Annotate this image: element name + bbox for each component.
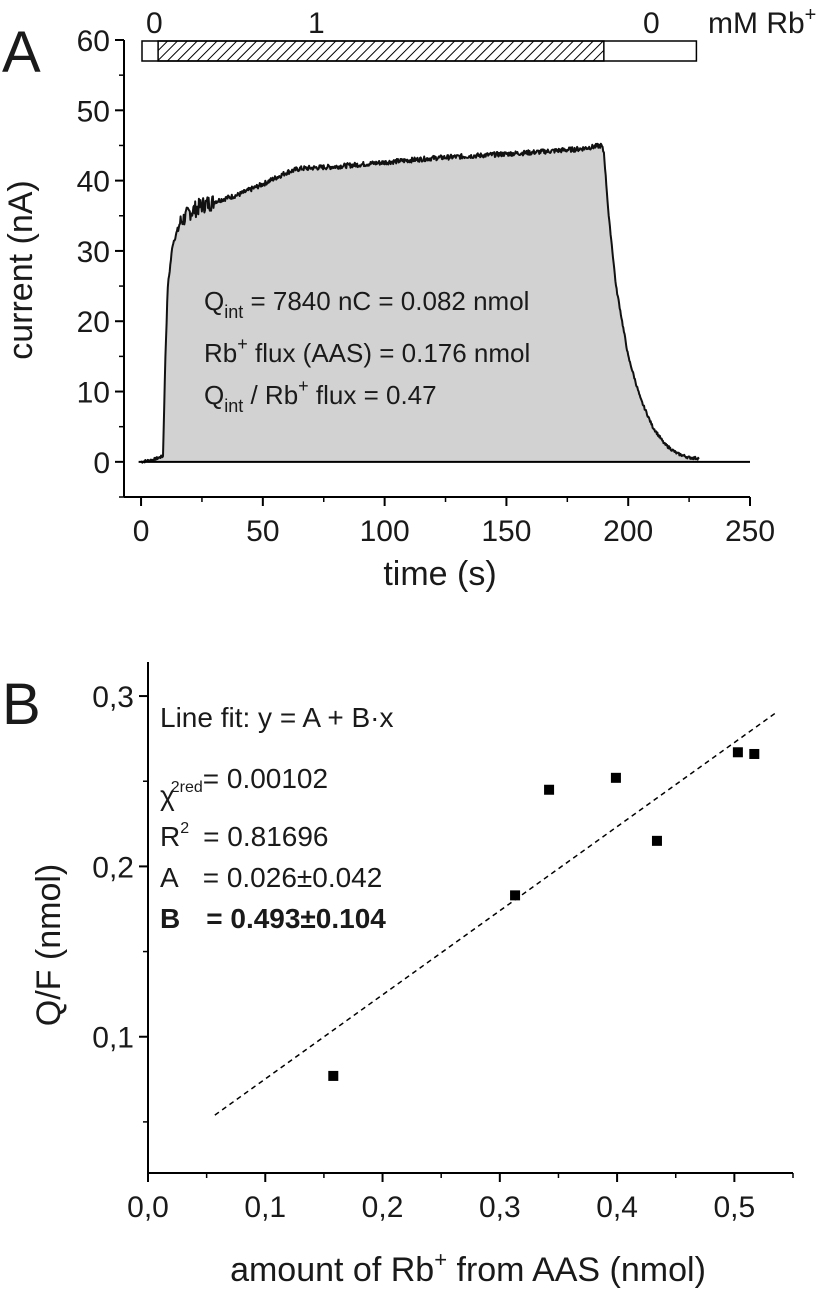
fit-a: A = 0.026±0.042 xyxy=(160,862,382,893)
panel-a-y-tick-label: 30 xyxy=(77,236,110,269)
panel-b-x-tick-label: 0,2 xyxy=(362,1191,404,1224)
panel-a-y-label: current (nA) xyxy=(2,180,40,360)
annotation-rb-flux: Rb+ flux (AAS) = 0.176 nmol xyxy=(204,334,530,368)
panel-b-y-tick-label: 0,3 xyxy=(92,681,134,714)
fit-title: Line fit: y = A + B·x xyxy=(160,702,393,733)
scatter-point xyxy=(749,748,760,759)
panel-b-x-tick-label: 0,5 xyxy=(714,1191,756,1224)
annotation-ratio: Qint / Rb+ flux = 0.47 xyxy=(204,376,437,416)
panel-b-x-tick-label: 0,0 xyxy=(127,1191,169,1224)
panel-b-x-tick-label: 0,4 xyxy=(596,1191,638,1224)
solution-label-start: 0 xyxy=(146,7,163,40)
panel-b-axes: 0,0 0,1 0,2 0,3 0,4 0,5 0,1 0,2 0,3 xyxy=(92,662,794,1224)
panel-a-x-tick-label: 200 xyxy=(603,515,653,548)
scatter-point xyxy=(510,890,521,901)
fit-line xyxy=(214,712,776,1116)
scatter-point xyxy=(610,772,621,783)
panel-b-x-tick-label: 0,1 xyxy=(244,1191,286,1224)
panel-b-x-label: amount of Rb+ from AAS (nmol) xyxy=(230,1247,706,1289)
scatter-points xyxy=(328,747,760,1081)
scatter-point xyxy=(328,1070,339,1081)
panel-a-axes: 0 50 100 150 200 250 0 10 20 30 40 50 60 xyxy=(77,25,775,548)
panel-a-y-tick-label: 10 xyxy=(77,377,110,410)
solution-label-rb: 1 xyxy=(308,7,325,40)
panel-a-x-tick-label: 250 xyxy=(725,515,775,548)
solution-unit-label: mM Rb+ xyxy=(708,4,816,40)
scatter-point xyxy=(732,747,743,758)
panel-letter-a: A xyxy=(2,20,41,85)
scatter-point xyxy=(651,835,662,846)
panel-a-y-tick-label: 50 xyxy=(77,95,110,128)
solution-label-end: 0 xyxy=(643,7,660,40)
panel-b-y-tick-label: 0,2 xyxy=(92,851,134,884)
panel-letter-b: B xyxy=(2,672,41,737)
fit-chi2: χ2red= 0.00102 xyxy=(160,763,328,811)
panel-a-x-tick-label: 100 xyxy=(360,515,410,548)
fit-r2: R2 = 0.81696 xyxy=(160,820,328,852)
solution-bar-rb-segment xyxy=(157,40,605,62)
scatter-point xyxy=(544,784,555,795)
fit-b: B = 0.493±0.104 xyxy=(160,903,386,934)
panel-b-y-tick-label: 0,1 xyxy=(92,1022,134,1055)
panel-b-x-tick-label: 0,3 xyxy=(479,1191,521,1224)
panel-b-y-label: Q/F (nmol) xyxy=(30,864,68,1026)
panel-a-y-tick-label: 20 xyxy=(77,306,110,339)
panel-a-y-tick-label: 60 xyxy=(77,25,110,58)
annotation-qint: Qint = 7840 nC = 0.082 nmol xyxy=(204,286,529,322)
panel-a-x-tick-label: 150 xyxy=(481,515,531,548)
panel-a-y-tick-label: 40 xyxy=(77,166,110,199)
panel-a-x-tick-label: 0 xyxy=(133,515,150,548)
panel-a-x-label: time (s) xyxy=(383,555,496,593)
current-trace-line xyxy=(140,142,700,464)
panel-a-y-tick-label: 0 xyxy=(93,447,110,480)
panel-a-x-tick-label: 50 xyxy=(246,515,279,548)
current-trace-area xyxy=(141,143,699,463)
